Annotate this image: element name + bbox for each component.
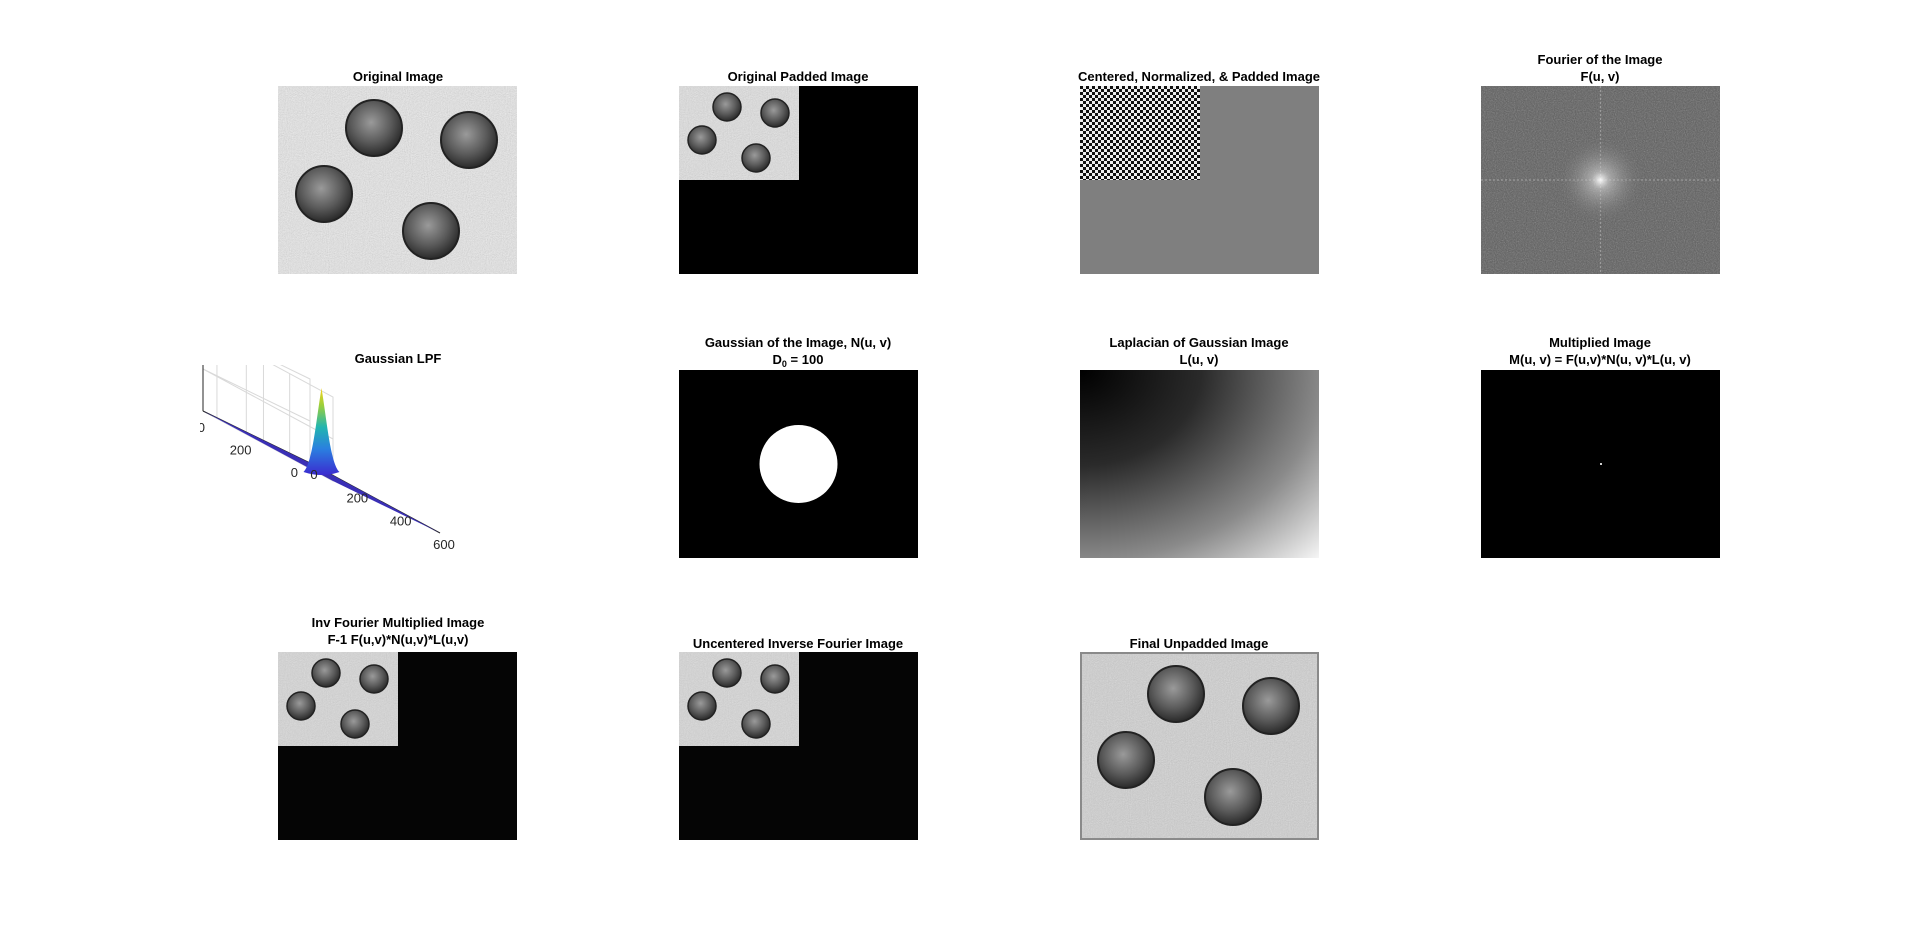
d-subscript: 0 — [781, 359, 787, 369]
padded-image — [679, 86, 918, 274]
x-tick-label: 200 — [346, 490, 368, 505]
uncentered-image — [679, 652, 918, 840]
gaussian-lpf-plot: 00.5102004000200400600 — [175, 319, 580, 585]
inv-fourier-title-line1: Inv Fourier Multiplied Image — [311, 615, 485, 630]
fourier-title-line1: Fourier of the Image — [1537, 52, 1663, 67]
final-image — [1080, 652, 1319, 840]
y-tick-label: 200 — [230, 442, 252, 457]
surface-peak — [303, 388, 340, 475]
left-wall — [202, 326, 311, 464]
multiplied-image — [1481, 370, 1720, 558]
laplacian-image-title: Laplacian of Gaussian Image L(u, v) — [1039, 334, 1359, 368]
x-tick-label: 600 — [433, 537, 455, 552]
laplacian-image — [1080, 370, 1319, 558]
uncentered-image-title: Uncentered Inverse Fourier Image — [692, 636, 904, 651]
final-image-title: Final Unpadded Image — [1129, 636, 1269, 651]
gaussian-image-title-line1: Gaussian of the Image, N(u, v) — [704, 335, 892, 350]
gaussian-image-title: Gaussian of the Image, N(u, v) D0 = 100 — [638, 334, 958, 373]
multiplied-title-line1: Multiplied Image — [1549, 335, 1651, 350]
gaussian-lpf-title: Gaussian LPF — [354, 351, 442, 366]
grid-line — [202, 368, 334, 440]
laplacian-title-line2: L(u, v) — [1179, 352, 1219, 367]
padded-image-title: Original Padded Image — [727, 69, 869, 84]
centered-image-title: Centered, Normalized, & Padded Image — [1077, 69, 1320, 84]
y-tick-label: 0 — [291, 465, 298, 480]
fourier-image-title: Fourier of the Image F(u, v) — [1440, 51, 1760, 85]
laplacian-title-line1: Laplacian of Gaussian Image — [1109, 335, 1289, 350]
x-tick-label: 0 — [310, 467, 317, 482]
fourier-image — [1481, 86, 1720, 274]
gaussian-image-title-line2: D0 = 100 — [638, 351, 958, 373]
multiplied-image-title: Multiplied Image M(u, v) = F(u,v)*N(u, v… — [1440, 334, 1760, 368]
centered-image — [1080, 86, 1319, 274]
inv-fourier-image — [278, 652, 517, 840]
y-tick-label: 400 — [200, 420, 205, 435]
gaussian-image — [679, 370, 918, 558]
inv-fourier-title-line2: F-1 F(u,v)*N(u,v)*L(u,v) — [327, 632, 469, 647]
d0-value: = 100 — [786, 352, 824, 367]
x-tick-label: 400 — [390, 514, 412, 529]
original-image — [278, 86, 517, 274]
inv-fourier-title: Inv Fourier Multiplied Image F-1 F(u,v)*… — [238, 614, 558, 648]
d-symbol: D — [772, 352, 782, 367]
gaussian-lpf-surface: 00.5102004000200400600 — [175, 319, 455, 552]
multiplied-title-line2: M(u, v) = F(u,v)*N(u, v)*L(u, v) — [1509, 352, 1691, 367]
original-image-title: Original Image — [352, 69, 444, 84]
fourier-title-line2: F(u, v) — [1580, 69, 1620, 84]
